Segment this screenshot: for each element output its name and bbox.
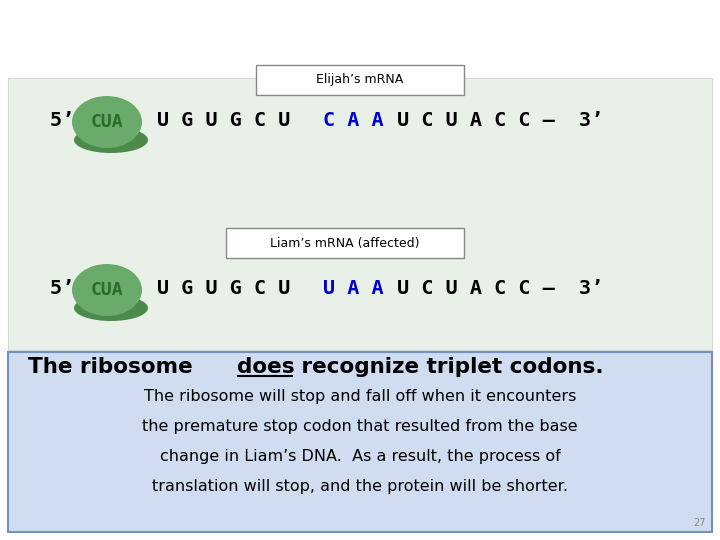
FancyBboxPatch shape	[8, 78, 712, 350]
Text: the premature stop codon that resulted from the base: the premature stop codon that resulted f…	[142, 420, 578, 435]
Text: Elijah’s mRNA: Elijah’s mRNA	[316, 73, 404, 86]
Text: C A A: C A A	[323, 111, 384, 130]
FancyBboxPatch shape	[8, 352, 712, 532]
Text: U G U G C U: U G U G C U	[157, 111, 302, 130]
Text: 5’ –: 5’ –	[50, 111, 99, 130]
Text: U A A: U A A	[323, 279, 384, 298]
Ellipse shape	[74, 295, 148, 321]
Text: U C U A C C –  3’: U C U A C C – 3’	[385, 279, 603, 298]
Ellipse shape	[72, 264, 142, 316]
Text: recognize triplet codons.: recognize triplet codons.	[294, 357, 603, 377]
Text: translation will stop, and the protein will be shorter.: translation will stop, and the protein w…	[152, 480, 568, 495]
Text: 5’ –: 5’ –	[50, 279, 99, 298]
Text: The ribosome will stop and fall off when it encounters: The ribosome will stop and fall off when…	[144, 389, 576, 404]
Ellipse shape	[74, 127, 148, 153]
Text: U C U A C C –  3’: U C U A C C – 3’	[385, 111, 603, 130]
Text: U G U G C U: U G U G C U	[157, 279, 302, 298]
Text: CUA: CUA	[91, 113, 123, 131]
FancyBboxPatch shape	[226, 228, 464, 258]
Text: 27: 27	[693, 518, 706, 528]
Text: Liam’s mRNA (affected): Liam’s mRNA (affected)	[270, 237, 420, 249]
Text: The ribosome: The ribosome	[28, 357, 200, 377]
Text: does: does	[237, 357, 294, 377]
Text: change in Liam’s DNA.  As a result, the process of: change in Liam’s DNA. As a result, the p…	[160, 449, 560, 464]
Ellipse shape	[72, 96, 142, 148]
Text: CUA: CUA	[91, 281, 123, 299]
FancyBboxPatch shape	[256, 65, 464, 95]
